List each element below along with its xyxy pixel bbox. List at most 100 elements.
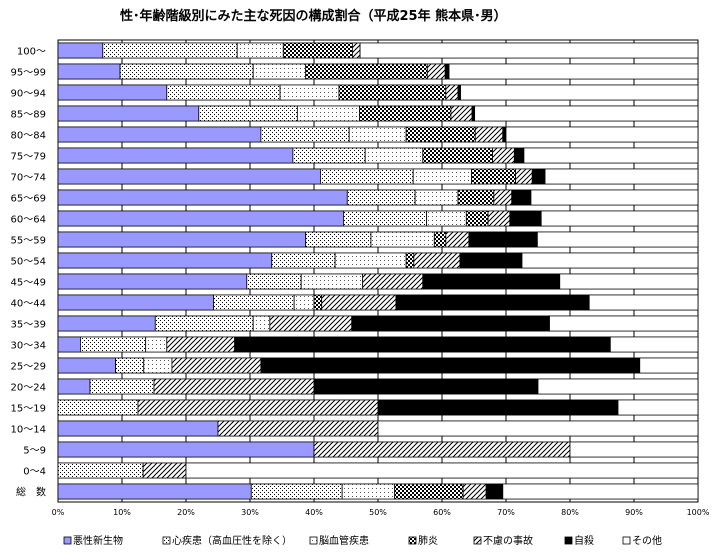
- bar-segment-4: [405, 252, 415, 269]
- bar-segment-7: [359, 42, 699, 59]
- bar-segment-7: [540, 210, 699, 227]
- bar-segment-5: [493, 189, 513, 206]
- bar-segment-2: [57, 399, 139, 416]
- bar-segment-5: [171, 357, 262, 374]
- bar-segment-7: [617, 399, 699, 416]
- bar-segment-6: [485, 483, 504, 500]
- bar-segment-2: [154, 315, 254, 332]
- category-label: 25～29: [11, 362, 46, 373]
- category-label: 20～24: [11, 383, 46, 394]
- bar-segment-1: [57, 189, 348, 206]
- bar-segment-1: [57, 420, 219, 437]
- bar-segment-1: [57, 273, 248, 290]
- bar-segment-7: [460, 84, 699, 101]
- bar-segment-3: [143, 357, 173, 374]
- bar-segment-5: [445, 84, 459, 101]
- bar-segment-5: [515, 168, 533, 185]
- bar-segment-4: [282, 42, 353, 59]
- bar-segment-5: [166, 336, 236, 353]
- bar-segment-2: [115, 357, 145, 374]
- bar-segment-2: [305, 231, 372, 248]
- category-label: 15～19: [11, 404, 46, 415]
- bar-segment-6: [509, 210, 542, 227]
- bar-segment-6: [313, 378, 539, 395]
- category-label: 70～74: [11, 173, 46, 184]
- category-label: 総 数: [16, 486, 46, 499]
- bar-segment-3: [293, 294, 315, 311]
- bar-segment-6: [513, 147, 525, 164]
- bar-segment-1: [57, 84, 168, 101]
- bar-segment-2: [343, 210, 428, 227]
- bar-segment-1: [57, 357, 116, 374]
- bar-segment-3: [334, 252, 407, 269]
- bar-segment-5: [217, 420, 379, 437]
- x-tick-label: 50%: [369, 508, 387, 517]
- legend-swatch: [473, 536, 482, 545]
- bar-segment-7: [569, 441, 699, 458]
- category-label: 50～54: [11, 257, 46, 268]
- bar-segment-2: [246, 273, 302, 290]
- bar-segment-7: [639, 357, 699, 374]
- bar-segment-3: [279, 84, 340, 101]
- bar-segment-7: [377, 420, 699, 437]
- category-label: 55～59: [11, 236, 46, 247]
- bar-segment-6: [511, 189, 532, 206]
- bar-segment-4: [457, 189, 495, 206]
- bar-segment-3: [252, 63, 307, 80]
- plot-area: 0% 10% 20% 30% 40% 50% 60% 70% 80% 90% 100% 100～ 95～…: [11, 39, 710, 517]
- x-tick-label: 70%: [497, 508, 515, 517]
- legend-label: 自殺: [574, 534, 594, 547]
- bar-segment-6: [395, 294, 590, 311]
- bar-segment-5: [153, 378, 315, 395]
- bar-segment-1: [57, 315, 156, 332]
- bar-segment-6: [459, 252, 523, 269]
- bar-segment-2: [89, 378, 155, 395]
- legend-label: その他: [632, 534, 662, 547]
- category-label: 0～4: [23, 467, 46, 478]
- bar-segment-2: [57, 462, 144, 479]
- bar-segment-7: [559, 273, 699, 290]
- category-label: 65～69: [11, 194, 46, 205]
- bar-segment-4: [465, 210, 489, 227]
- bar-segment-6: [468, 231, 538, 248]
- bar-segment-2: [271, 252, 336, 269]
- bar-segment-7: [505, 126, 699, 143]
- category-label: 85～89: [11, 110, 46, 121]
- bar-segment-6: [351, 315, 550, 332]
- bar-segment-5: [269, 315, 353, 332]
- legend-swatch: [408, 536, 417, 545]
- x-tick-label: 20%: [177, 508, 195, 517]
- bar-segment-2: [102, 42, 238, 59]
- bar-segment-7: [185, 462, 699, 479]
- bar-segment-6: [377, 399, 619, 416]
- bar-segment-1: [57, 378, 91, 395]
- legend-label: 悪性新生物: [73, 534, 123, 547]
- bar-segment-1: [57, 210, 344, 227]
- legend-swatch: [309, 536, 318, 545]
- bar-segment-7: [502, 483, 699, 500]
- bar-segment-5: [321, 294, 397, 311]
- bar-segment-3: [426, 210, 467, 227]
- bar-segment-5: [474, 126, 504, 143]
- bar-segment-4: [405, 126, 476, 143]
- bar-segment-2: [119, 63, 254, 80]
- bar-segment-1: [57, 483, 252, 500]
- category-label: 60～64: [11, 215, 46, 226]
- bar-segment-6: [234, 336, 611, 353]
- bar-segment-4: [313, 294, 323, 311]
- bar-segment-5: [487, 210, 511, 227]
- bar-segment-4: [471, 168, 517, 185]
- bar-segment-3: [145, 336, 168, 353]
- legend-swatch: [63, 536, 72, 545]
- bar-segment-7: [448, 63, 699, 80]
- bar-segment-2: [260, 126, 350, 143]
- bar-segment-6: [260, 357, 641, 374]
- bar-segment-5: [137, 399, 379, 416]
- bar-segment-4: [433, 231, 447, 248]
- legend-swatch: [162, 536, 171, 545]
- bar-segment-7: [523, 147, 699, 164]
- x-tick-label: 100%: [687, 508, 710, 517]
- bar-segment-2: [292, 147, 366, 164]
- bar-segment-1: [57, 63, 121, 80]
